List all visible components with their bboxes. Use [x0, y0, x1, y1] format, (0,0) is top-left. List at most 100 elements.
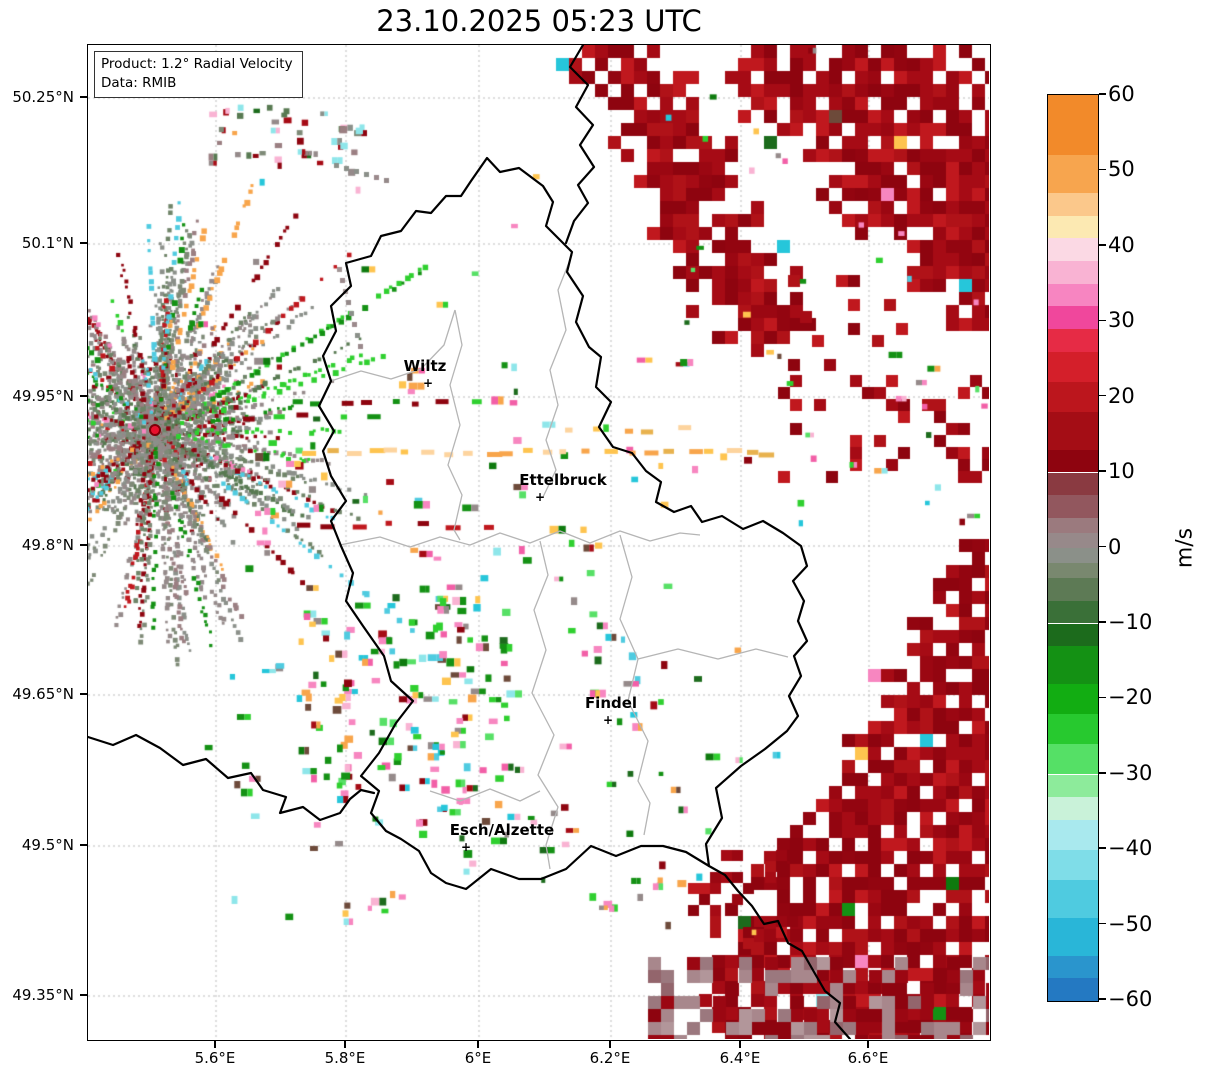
canton-border-line — [531, 540, 559, 870]
colorbar-tick-label: 40 — [1108, 232, 1135, 257]
colorbar-segment — [1048, 797, 1098, 820]
canton-border-line — [447, 309, 463, 541]
y-tick-mark — [80, 844, 87, 846]
colorbar-segment — [1048, 95, 1098, 156]
y-tick-mark — [80, 242, 87, 244]
x-tick-label: 5.8°E — [324, 1049, 366, 1067]
colorbar-segment — [1048, 978, 1098, 1001]
colorbar-segment — [1048, 238, 1098, 262]
city-marker: + — [534, 490, 546, 504]
map-borders — [88, 45, 852, 1039]
canton-border-line — [339, 530, 701, 548]
colorbar-tick-label: −20 — [1108, 685, 1153, 710]
colorbar-segment — [1048, 714, 1098, 745]
colorbar-tick-mark — [1099, 93, 1106, 95]
colorbar-tick-mark — [1099, 696, 1106, 699]
colorbar-segment — [1048, 155, 1098, 194]
canton-border-line — [330, 309, 456, 382]
y-tick-mark — [80, 395, 87, 397]
city-marker: + — [422, 376, 434, 390]
colorbar — [1047, 94, 1099, 1002]
product-label: Product: 1.2° Radial Velocity — [101, 56, 293, 72]
x-tick-mark — [867, 1041, 869, 1048]
product-info-box: Product: 1.2° Radial Velocity Data: RMIB — [94, 51, 303, 98]
colorbar-segment — [1048, 623, 1098, 647]
y-tick-label: 50.1°N — [21, 234, 74, 252]
colorbar-segment — [1048, 850, 1098, 881]
colorbar-tick-mark — [1099, 244, 1106, 246]
colorbar-tick-label: −60 — [1108, 987, 1153, 1011]
city-label: Esch/Alzette — [449, 821, 555, 839]
x-tick-label: 5.6°E — [194, 1049, 236, 1067]
colorbar-segment — [1048, 495, 1098, 518]
x-tick-mark — [609, 1041, 611, 1048]
x-tick-label: 6.4°E — [719, 1049, 761, 1067]
colorbar-tick-mark — [1099, 772, 1106, 774]
colorbar-tick-label: 50 — [1108, 157, 1135, 182]
colorbar-tick-mark — [1099, 394, 1106, 397]
colorbar-tick-mark — [1099, 847, 1106, 849]
map-plot-area: Product: 1.2° Radial Velocity Data: RMIB… — [87, 44, 991, 1041]
colorbar-tick-mark — [1099, 470, 1106, 472]
colorbar-tick-label: 30 — [1108, 308, 1135, 333]
colorbar-segment — [1048, 563, 1098, 579]
colorbar-segment — [1048, 600, 1098, 624]
canton-border-line — [429, 788, 541, 802]
city-label: Wiltz — [403, 357, 447, 375]
colorbar-segment — [1048, 412, 1098, 450]
colorbar-segment — [1048, 880, 1098, 918]
colorbar-tick-label: 0 — [1108, 534, 1122, 559]
colorbar-segment — [1048, 329, 1098, 352]
x-tick-mark — [214, 1041, 216, 1048]
colorbar-unit-label: m/s — [1172, 527, 1198, 569]
colorbar-segment — [1048, 381, 1098, 413]
y-tick-label: 49.95°N — [12, 387, 74, 405]
x-tick-mark — [344, 1041, 346, 1048]
colorbar-segment — [1048, 917, 1098, 956]
colorbar-segment — [1048, 472, 1098, 496]
x-tick-label: 6°E — [464, 1049, 492, 1067]
canton-border-line — [637, 648, 789, 660]
canton-border-line — [619, 534, 651, 836]
y-tick-mark — [80, 994, 87, 996]
colorbar-segment — [1048, 193, 1098, 216]
y-tick-label: 49.8°N — [21, 536, 74, 554]
colorbar-segment — [1048, 548, 1098, 564]
y-tick-mark — [80, 544, 87, 546]
colorbar-tick-mark — [1099, 621, 1106, 623]
colorbar-tick-label: −40 — [1108, 836, 1153, 861]
y-tick-label: 49.5°N — [21, 836, 74, 854]
colorbar-segment — [1048, 744, 1098, 775]
city-marker: + — [602, 713, 614, 727]
colorbar-segment — [1048, 578, 1098, 601]
city-marker: + — [460, 840, 472, 854]
colorbar-tick-label: 10 — [1108, 459, 1135, 484]
radar-site-marker — [149, 424, 161, 436]
colorbar-segment — [1048, 819, 1098, 850]
colorbar-tick-label: −10 — [1108, 609, 1153, 634]
y-tick-mark — [80, 96, 87, 98]
colorbar-tick-mark — [1099, 168, 1106, 171]
city-label: Findel — [584, 694, 638, 712]
colorbar-segment — [1048, 306, 1098, 330]
colorbar-tick-mark — [1099, 998, 1106, 1000]
colorbar-tick-mark — [1099, 922, 1106, 925]
colorbar-segment — [1048, 683, 1098, 715]
france-germany-border — [707, 864, 852, 1039]
canton-borders — [330, 254, 789, 870]
colorbar-segment — [1048, 955, 1098, 979]
colorbar-tick-mark — [1099, 545, 1106, 548]
colorbar-segment — [1048, 517, 1098, 533]
colorbar-segment — [1048, 646, 1098, 684]
canton-border-line — [542, 254, 573, 498]
colorbar-segment — [1048, 283, 1098, 307]
colorbar-tick-label: −50 — [1108, 911, 1153, 936]
y-tick-mark — [80, 693, 87, 695]
colorbar-segment — [1048, 261, 1098, 284]
colorbar-tick-label: −30 — [1108, 760, 1153, 785]
colorbar-tick-label: 20 — [1108, 383, 1135, 408]
radar-echo-canvas — [88, 45, 989, 1039]
colorbar-tick-mark — [1099, 319, 1106, 321]
colorbar-segment — [1048, 449, 1098, 473]
